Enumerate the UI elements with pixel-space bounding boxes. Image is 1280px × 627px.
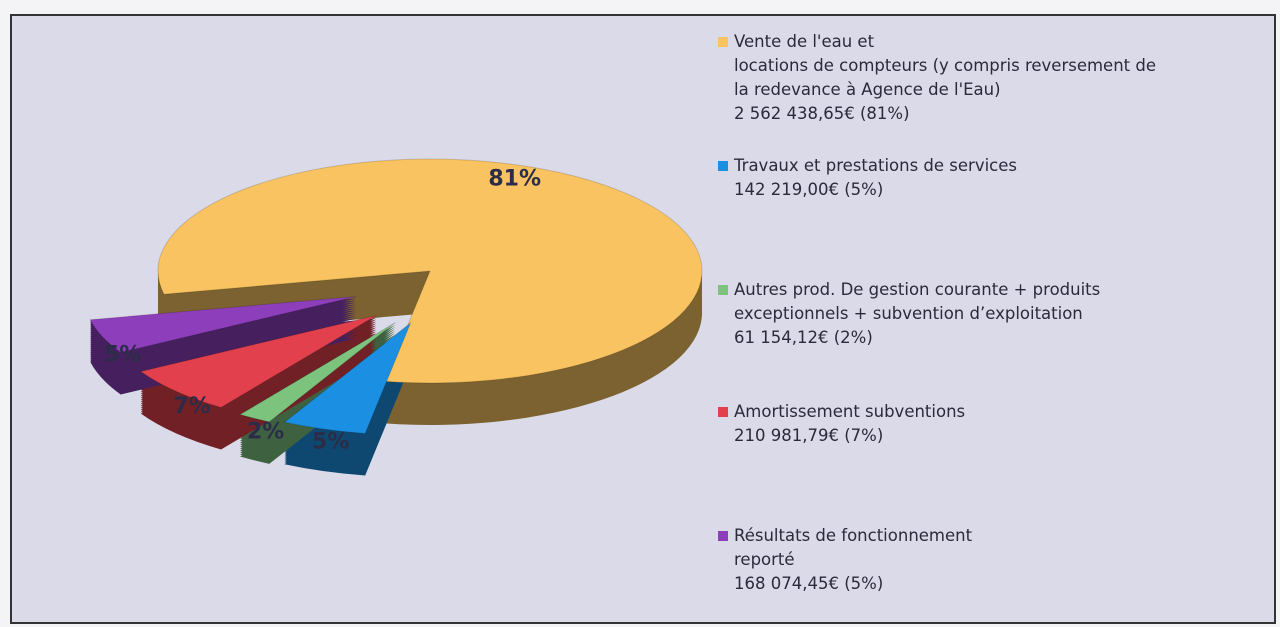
data-label: 7% — [173, 394, 210, 419]
legend-amount: 210 981,79€ (7%) — [734, 426, 884, 445]
legend-entry: Résultats de fonctionnement reporté 168 0… — [718, 524, 972, 596]
legend-amount: 168 074,45€ (5%) — [734, 574, 884, 593]
legend-swatch — [718, 531, 728, 541]
legend-entry: Amortissement subventions 210 981,79€ (7%… — [718, 400, 965, 448]
slice — [139, 314, 377, 408]
legend-swatch — [718, 37, 728, 47]
legend-swatch — [718, 161, 728, 171]
legend-label: Travaux et prestations de services — [734, 156, 1017, 175]
legend-entry: Autres prod. De gestion courante + produ… — [718, 278, 1100, 350]
data-label: 2% — [247, 420, 284, 445]
chart: 81% 5% 2% 7% 5% Vente de l'eau et locations … — [10, 14, 1276, 624]
legend-label: Amortissement subventions — [734, 402, 966, 421]
legend-entry: Vente de l'eau et locations de compteurs… — [718, 30, 1156, 126]
legend-entry: Travaux et prestations de services 142 21… — [718, 154, 1017, 202]
legend-amount: 2 562 438,65€ (81%) — [734, 104, 910, 123]
pie-area: 81% 5% 2% 7% 5% — [89, 158, 703, 476]
slice — [238, 322, 396, 423]
legend-label: Résultats de fonctionnement reporté — [734, 526, 973, 569]
slice — [283, 321, 412, 434]
data-label: 81% — [488, 167, 541, 192]
slice — [157, 158, 703, 384]
data-label: 5% — [104, 342, 141, 367]
legend-swatch — [718, 407, 728, 417]
legend-amount: 142 219,00€ (5%) — [734, 180, 884, 199]
legend-swatch — [718, 285, 728, 295]
data-label: 5% — [312, 430, 349, 455]
legend-amount: 61 154,12€ (2%) — [734, 328, 873, 347]
legend-label: Autres prod. De gestion courante + produ… — [734, 280, 1101, 323]
legend-label: Vente de l'eau et locations de compteurs… — [734, 32, 1157, 99]
slice — [89, 295, 357, 354]
